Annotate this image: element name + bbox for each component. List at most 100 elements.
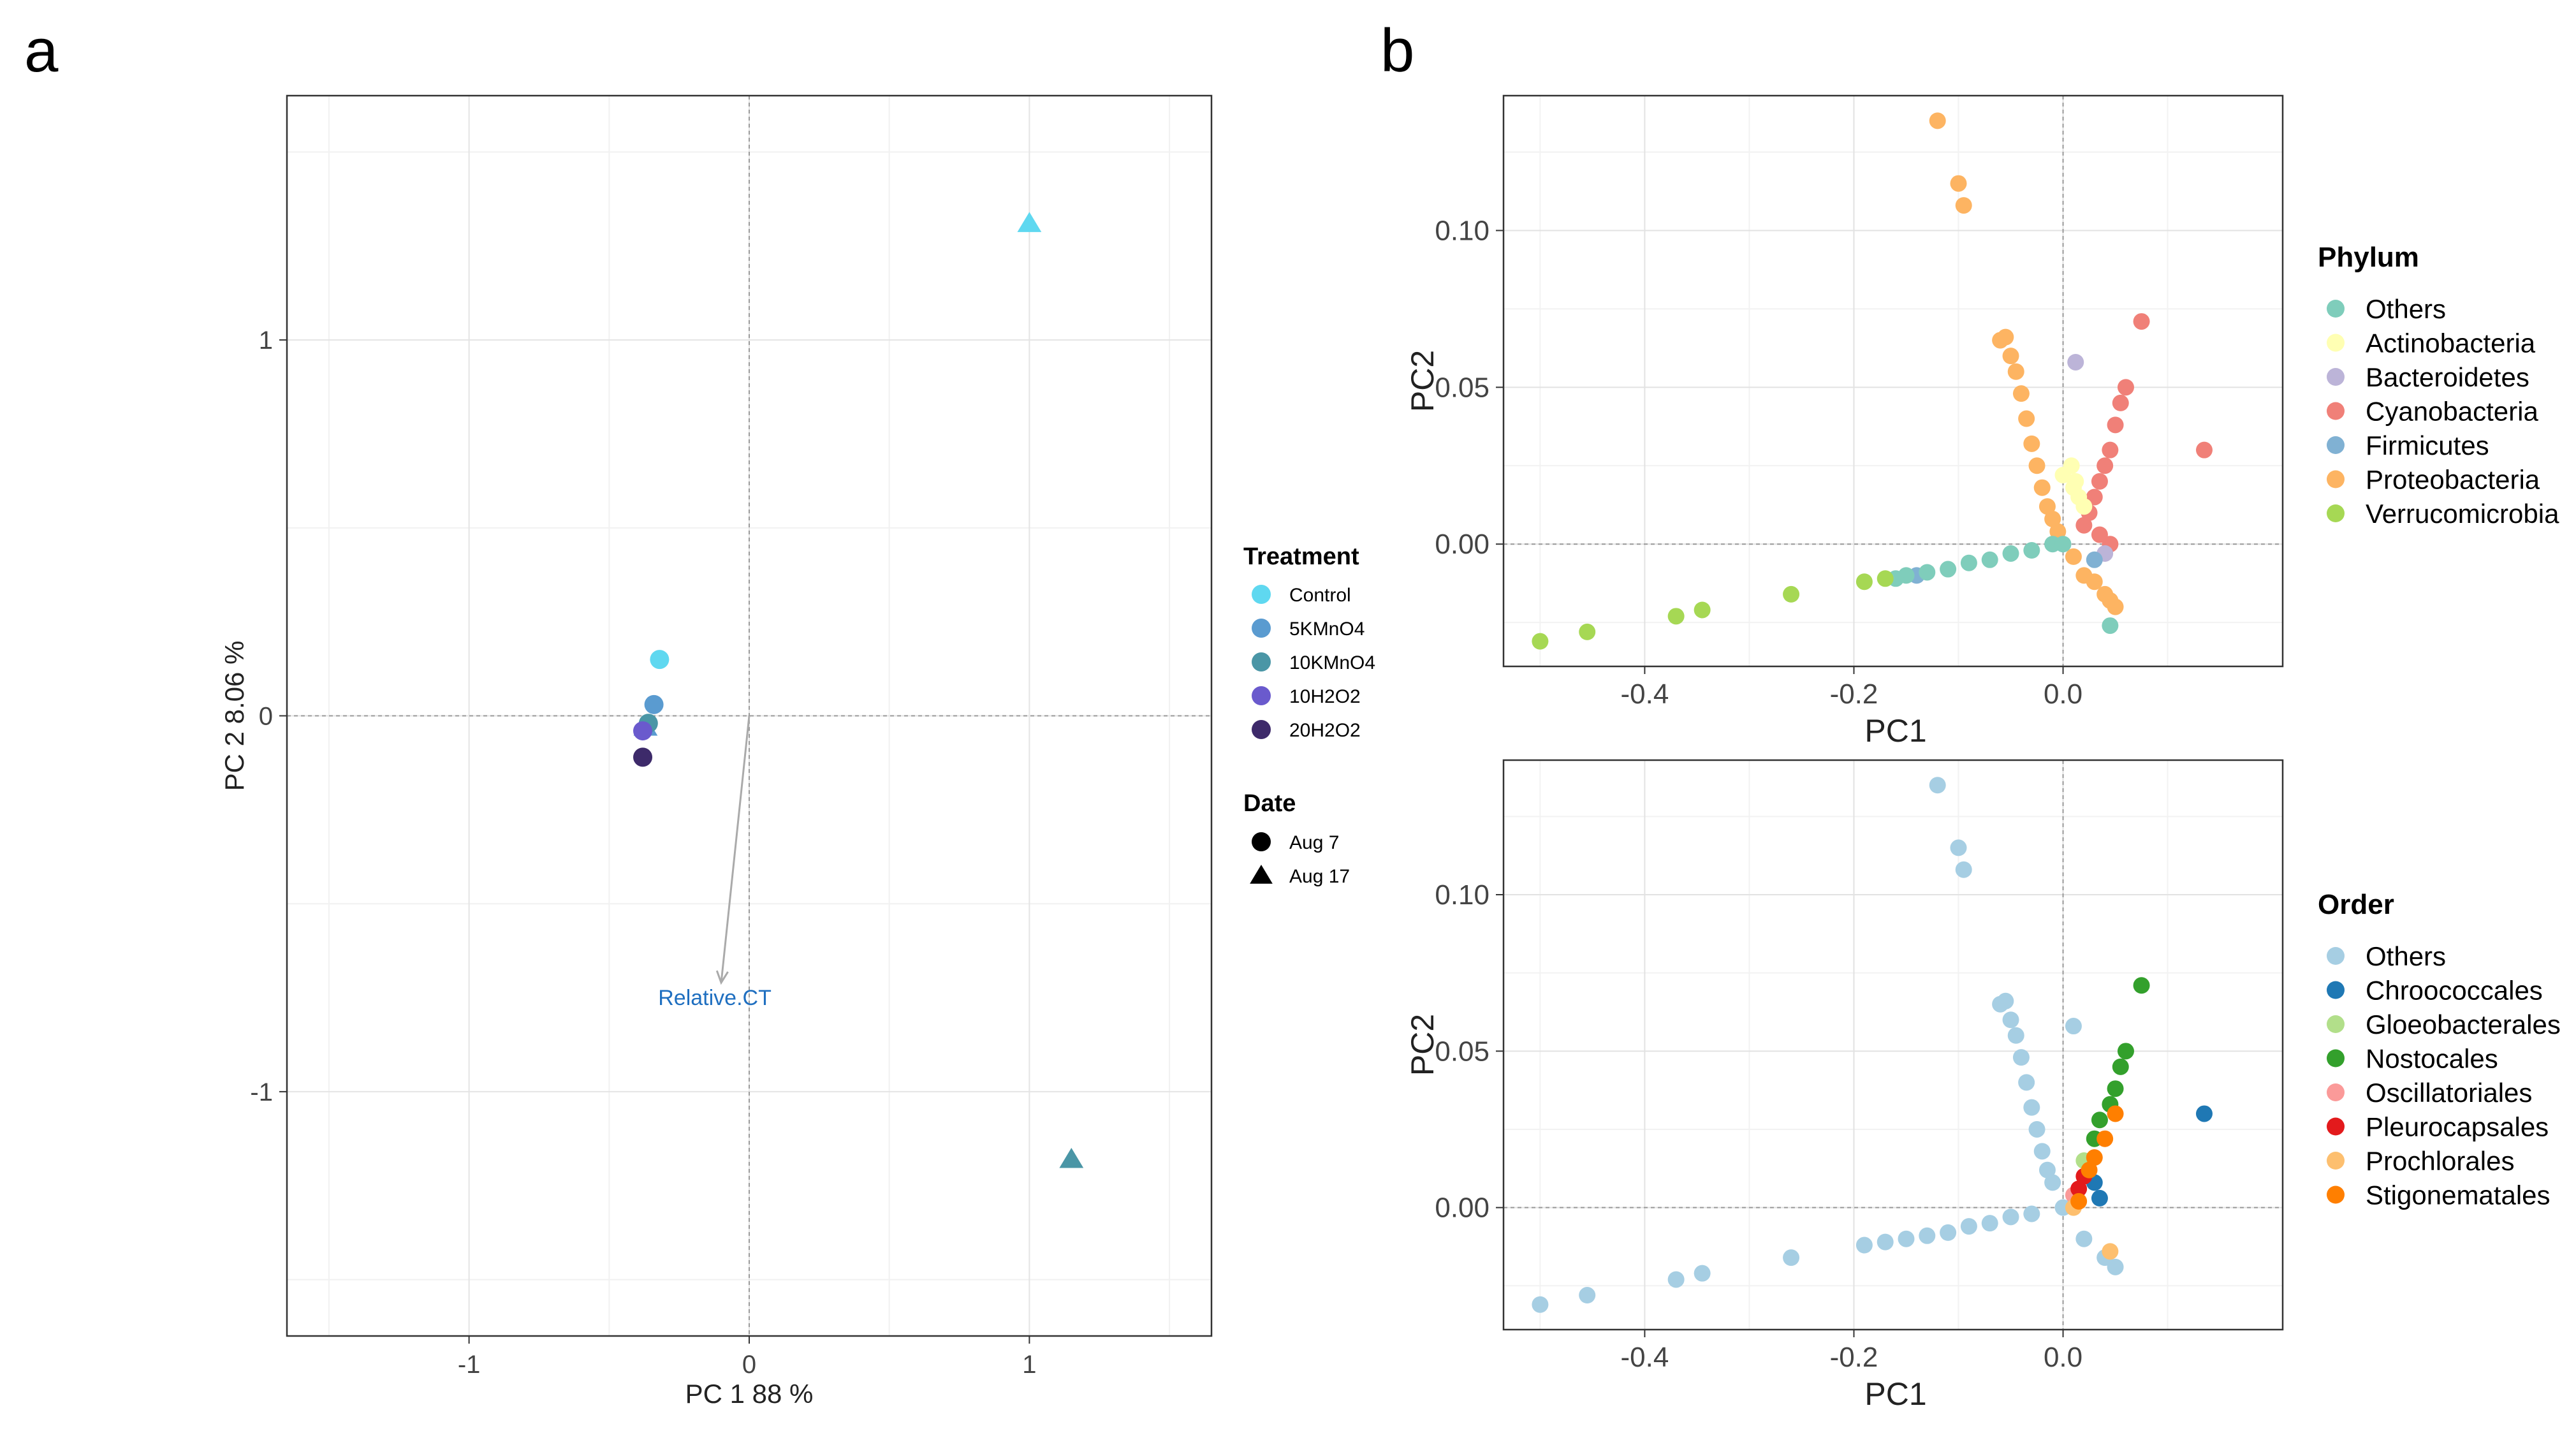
data-point: [1981, 551, 1998, 568]
legend-key: [1252, 652, 1271, 671]
data-point: [1929, 112, 1946, 129]
data-point: [2070, 1192, 2088, 1210]
legend-label: Aug 17: [1289, 866, 1350, 887]
data-point: [2033, 479, 2051, 496]
data-point: [2075, 1230, 2093, 1247]
plot-frame: [1502, 94, 2284, 668]
y-axis-title: PC2: [1405, 1014, 1440, 1076]
data-point: [1783, 1249, 1800, 1266]
legend-label: Pleurocapsales: [2366, 1112, 2549, 1142]
legend-key: [2327, 1185, 2345, 1204]
data-point: [2012, 385, 2030, 402]
data-point: [2028, 1120, 2045, 1138]
pca-phylum-plot: -0.4 -0.2 0.0 0.00 0.05 0.10 PC1 PC2 Phylum Other…: [1405, 94, 2559, 749]
data-point: [2044, 1174, 2061, 1191]
data-point: [2195, 1105, 2213, 1122]
data-point: [2133, 977, 2150, 994]
data-point: [2086, 573, 2103, 591]
legend-label: Control: [1289, 585, 1351, 606]
legend-title-treatment: Treatment: [1243, 543, 1359, 570]
data-point: [2117, 1043, 2134, 1060]
data-point: [2054, 536, 2072, 553]
y-tick-label: -1: [250, 1078, 273, 1106]
legend-key: [1252, 686, 1271, 705]
legend-key: [2327, 947, 2345, 965]
data-point: [2023, 1099, 2040, 1116]
data-point: [2002, 1208, 2019, 1226]
data-point: [2097, 1130, 2114, 1147]
data-point: [1783, 585, 1800, 603]
legend-key: [2327, 1049, 2345, 1068]
data-point: [2102, 441, 2119, 459]
y-tick-label: 0.10: [1435, 879, 1489, 911]
pca-order-plot: -0.4 -0.2 0.0 0.00 0.05 0.10 PC1 PC2 Order Others…: [1405, 759, 2561, 1412]
legend-key: [2327, 1152, 2345, 1170]
data-point: [2195, 441, 2213, 459]
data-point: [1950, 839, 1967, 856]
x-tick-label: -0.4: [1621, 679, 1669, 710]
data-point: [2018, 410, 2035, 427]
legend-key: [1252, 619, 1271, 638]
data-point: [2086, 1149, 2103, 1166]
y-tick-label: 1: [259, 327, 273, 355]
data-point: [2023, 435, 2040, 452]
legend-key: [1252, 585, 1271, 604]
data-point: [2107, 1258, 2124, 1275]
data-point: [2097, 457, 2114, 474]
panel-label-a: a: [24, 17, 59, 85]
x-axis-title: PC1: [1864, 1376, 1926, 1412]
data-point: [2107, 1105, 2124, 1122]
data-point: [2107, 416, 2124, 434]
panel-label-b: b: [1380, 17, 1414, 85]
plot-frame: [1502, 759, 2284, 1331]
y-tick-label: 0.00: [1435, 529, 1489, 560]
data-point: [1667, 608, 1685, 625]
legend-title-date: Date: [1243, 790, 1296, 817]
legend-label: Others: [2366, 294, 2446, 324]
legend-label: 10KMnO4: [1289, 652, 1375, 673]
legend-label: 10H2O2: [1289, 686, 1361, 707]
x-tick-label: -0.2: [1830, 679, 1878, 710]
legend-label: Stigonematales: [2366, 1180, 2550, 1210]
data-point: [2002, 348, 2019, 365]
data-point: [2107, 598, 2124, 615]
legend-label: Prochlorales: [2366, 1146, 2514, 1176]
data-point: [2112, 394, 2129, 411]
data-point: [2007, 363, 2024, 380]
legend-key: [2327, 470, 2345, 488]
data-point: [1929, 777, 1946, 794]
x-tick-label: 0.0: [2044, 1342, 2082, 1373]
data-point-circle: [644, 694, 664, 714]
data-point: [2007, 1027, 2024, 1044]
data-point: [2012, 1049, 2030, 1066]
legend-key: [2327, 1083, 2345, 1101]
loading-arrow-shaft: [720, 716, 750, 983]
data-point: [1877, 570, 1894, 587]
y-tick-label: 0.00: [1435, 1192, 1489, 1224]
data-point: [1950, 175, 1967, 192]
data-point: [2067, 473, 2084, 490]
data-point: [2038, 498, 2056, 515]
data-point: [2081, 1161, 2098, 1178]
legend-label: Gloeobacterales: [2366, 1009, 2561, 1039]
legend-key-triangle: [1250, 865, 1273, 884]
legend-title: Phylum: [2318, 242, 2419, 273]
legend-key: [2327, 402, 2345, 420]
legend-key: [1252, 720, 1271, 739]
data-point: [2065, 1018, 2082, 1035]
legend-label: Cyanobacteria: [2366, 397, 2538, 427]
data-point: [1532, 633, 1549, 650]
x-tick-label: -0.4: [1621, 1342, 1669, 1373]
data-point: [2075, 517, 2093, 534]
x-tick-label: 0.0: [2044, 679, 2082, 710]
data-point-circle: [633, 721, 653, 741]
legend-label: Others: [2366, 941, 2446, 971]
data-point: [1960, 1218, 1977, 1235]
data-point: [1855, 573, 1873, 591]
data-point: [1694, 601, 1711, 619]
legend-label: Aug 7: [1289, 832, 1339, 853]
data-point: [1997, 992, 2014, 1009]
loading-arrow-head: [715, 970, 729, 985]
legend-key: [2327, 1015, 2345, 1033]
